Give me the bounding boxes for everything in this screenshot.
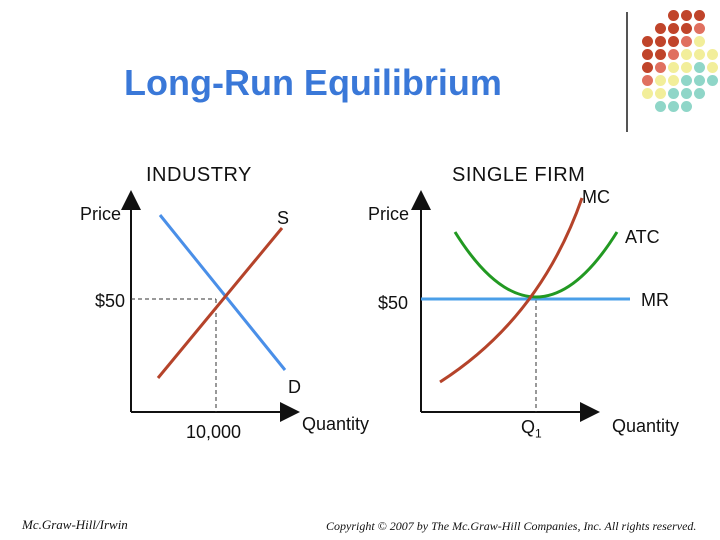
decorative-dot [694, 62, 705, 73]
publisher-label: Mc.Graw-Hill/Irwin [22, 517, 128, 532]
decorative-dot [707, 62, 718, 73]
decorative-dot [681, 23, 692, 34]
atc-label: ATC [625, 227, 660, 247]
firm-heading: SINGLE FIRM [452, 164, 586, 186]
copyright-notice: Copyright © 2007 by The Mc.Graw-Hill Com… [326, 519, 697, 533]
decorative-dot [655, 23, 666, 34]
decorative-dot [655, 36, 666, 47]
decorative-dot [668, 101, 679, 112]
decorative-dot [707, 49, 718, 60]
decorative-dot [681, 62, 692, 73]
decorative-dot [655, 88, 666, 99]
decorative-dot [681, 36, 692, 47]
decorative-dot [655, 49, 666, 60]
decorative-dot [681, 49, 692, 60]
industry-price-axis-label: Price [80, 204, 122, 224]
decorative-dot [668, 49, 679, 60]
decorative-dot [642, 36, 653, 47]
firm-price-axis-label: Price [368, 204, 410, 224]
decorative-dot [642, 49, 653, 60]
supply-label: S [277, 208, 290, 228]
decorative-dot [681, 10, 692, 21]
mr-label: MR [641, 290, 669, 310]
page-title: Long-Run Equilibrium [124, 62, 502, 103]
decorative-dot [707, 75, 718, 86]
demand-label: D [288, 377, 301, 397]
decorative-dot [694, 10, 705, 21]
industry-heading: INDUSTRY [146, 164, 252, 186]
firm-price-value: $50 [378, 293, 409, 313]
mc-curve [439, 197, 584, 384]
decorative-dot [681, 75, 692, 86]
decorative-dot [655, 62, 666, 73]
decorative-dot [694, 23, 705, 34]
decorative-dot [668, 10, 679, 21]
firm-quantity-letter: Q [521, 417, 536, 437]
decorative-dot [642, 62, 653, 73]
decorative-dot [681, 88, 692, 99]
decorative-dot [694, 88, 705, 99]
industry-quantity-value: 10,000 [186, 422, 242, 442]
decorative-dot [681, 101, 692, 112]
decorative-dot [668, 23, 679, 34]
decorative-dot [694, 75, 705, 86]
industry-price-value: $50 [95, 291, 126, 311]
mc-label: MC [582, 187, 610, 207]
firm-quantity-subscript: 1 [535, 426, 542, 441]
decorative-dot [642, 75, 653, 86]
decorative-divider [626, 12, 628, 132]
industry-quantity-axis-label: Quantity [302, 414, 370, 434]
decorative-dot [694, 36, 705, 47]
decorative-dot [668, 88, 679, 99]
decorative-dot [655, 101, 666, 112]
supply-curve [156, 227, 284, 379]
decorative-dot [642, 88, 653, 99]
decorative-dot [655, 75, 666, 86]
atc-curve [453, 231, 619, 299]
firm-quantity-axis-label: Quantity [612, 416, 680, 436]
decorative-dot [668, 75, 679, 86]
demand-curve [158, 214, 287, 371]
decorative-dot [694, 49, 705, 60]
decorative-dot [668, 62, 679, 73]
firm-quantity-value: Q1 [521, 417, 542, 441]
decorative-dot [668, 36, 679, 47]
